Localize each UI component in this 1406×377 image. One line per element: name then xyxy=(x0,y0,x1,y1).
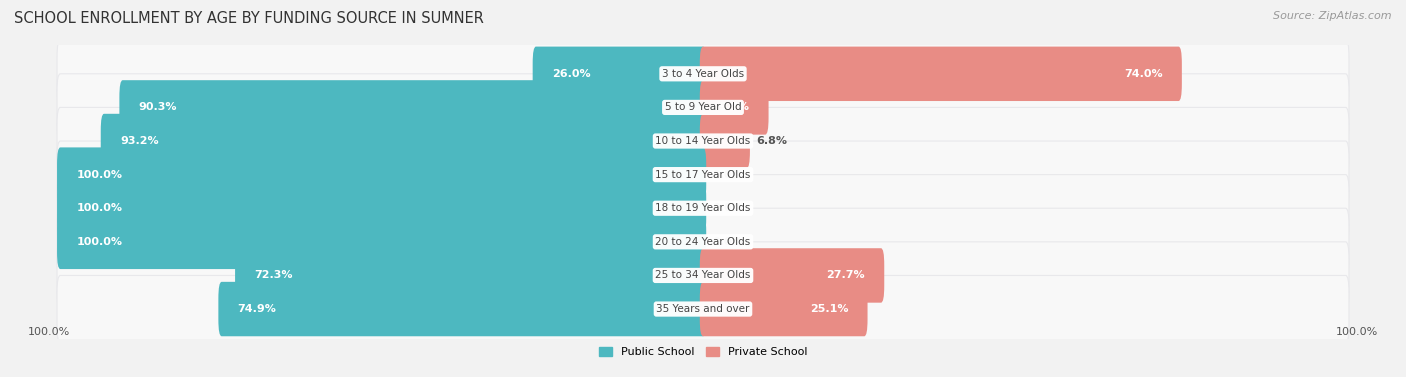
Text: 74.9%: 74.9% xyxy=(238,304,277,314)
Text: 6.8%: 6.8% xyxy=(756,136,787,146)
FancyBboxPatch shape xyxy=(533,47,706,101)
Text: 25 to 34 Year Olds: 25 to 34 Year Olds xyxy=(655,270,751,280)
FancyBboxPatch shape xyxy=(218,282,706,336)
FancyBboxPatch shape xyxy=(101,114,706,168)
FancyBboxPatch shape xyxy=(58,181,706,236)
Text: 18 to 19 Year Olds: 18 to 19 Year Olds xyxy=(655,203,751,213)
FancyBboxPatch shape xyxy=(235,248,706,303)
Text: SCHOOL ENROLLMENT BY AGE BY FUNDING SOURCE IN SUMNER: SCHOOL ENROLLMENT BY AGE BY FUNDING SOUR… xyxy=(14,11,484,26)
Text: 90.3%: 90.3% xyxy=(139,103,177,112)
FancyBboxPatch shape xyxy=(58,40,1348,107)
Text: 35 Years and over: 35 Years and over xyxy=(657,304,749,314)
Legend: Public School, Private School: Public School, Private School xyxy=(599,347,807,357)
FancyBboxPatch shape xyxy=(700,47,1182,101)
Text: Source: ZipAtlas.com: Source: ZipAtlas.com xyxy=(1274,11,1392,21)
Text: 93.2%: 93.2% xyxy=(120,136,159,146)
FancyBboxPatch shape xyxy=(58,141,1348,208)
Text: 20 to 24 Year Olds: 20 to 24 Year Olds xyxy=(655,237,751,247)
Text: 15 to 17 Year Olds: 15 to 17 Year Olds xyxy=(655,170,751,179)
FancyBboxPatch shape xyxy=(700,248,884,303)
Text: 25.1%: 25.1% xyxy=(810,304,848,314)
Text: 72.3%: 72.3% xyxy=(254,270,292,280)
FancyBboxPatch shape xyxy=(700,282,868,336)
Text: 0.0%: 0.0% xyxy=(713,237,744,247)
FancyBboxPatch shape xyxy=(700,114,749,168)
Text: 100.0%: 100.0% xyxy=(76,203,122,213)
FancyBboxPatch shape xyxy=(58,242,1348,309)
FancyBboxPatch shape xyxy=(58,147,706,202)
Text: 0.0%: 0.0% xyxy=(713,203,744,213)
Text: 9.7%: 9.7% xyxy=(718,103,749,112)
FancyBboxPatch shape xyxy=(120,80,706,135)
Text: 10 to 14 Year Olds: 10 to 14 Year Olds xyxy=(655,136,751,146)
Text: 5 to 9 Year Old: 5 to 9 Year Old xyxy=(665,103,741,112)
Text: 74.0%: 74.0% xyxy=(1123,69,1163,79)
Text: 26.0%: 26.0% xyxy=(553,69,591,79)
Text: 100.0%: 100.0% xyxy=(76,170,122,179)
Text: 27.7%: 27.7% xyxy=(827,270,865,280)
FancyBboxPatch shape xyxy=(58,107,1348,175)
Text: 100.0%: 100.0% xyxy=(28,326,70,337)
Text: 0.0%: 0.0% xyxy=(713,170,744,179)
Text: 3 to 4 Year Olds: 3 to 4 Year Olds xyxy=(662,69,744,79)
FancyBboxPatch shape xyxy=(58,175,1348,242)
Text: 100.0%: 100.0% xyxy=(76,237,122,247)
Text: 100.0%: 100.0% xyxy=(1336,326,1378,337)
FancyBboxPatch shape xyxy=(58,276,1348,343)
FancyBboxPatch shape xyxy=(58,74,1348,141)
FancyBboxPatch shape xyxy=(700,80,769,135)
FancyBboxPatch shape xyxy=(58,215,706,269)
FancyBboxPatch shape xyxy=(58,208,1348,276)
